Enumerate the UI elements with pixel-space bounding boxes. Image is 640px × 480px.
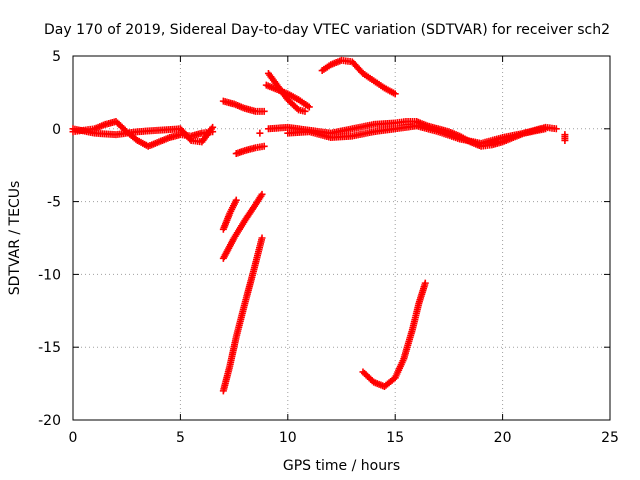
series-track-low-left [232, 142, 268, 158]
y-tick-label: -10 [38, 267, 61, 283]
y-axis-label: SDTVAR / TECUs [7, 181, 23, 296]
data-point [209, 123, 217, 131]
data-point [552, 125, 560, 133]
x-tick-label: 0 [69, 430, 78, 446]
series-track-near-zero-b [69, 123, 217, 146]
series-track-isolated [256, 129, 264, 137]
y-tick-label: 5 [52, 49, 61, 65]
data-point [301, 107, 309, 115]
x-tick-label: 20 [494, 430, 512, 446]
series-track-steep-left [219, 234, 266, 395]
x-tick-label: 15 [386, 430, 404, 446]
data-point [260, 142, 268, 150]
data-point [258, 234, 266, 242]
series-track-dip-a [219, 196, 240, 233]
chart-title: Day 170 of 2019, Sidereal Day-to-day VTE… [44, 22, 610, 38]
data-point [256, 129, 264, 137]
data-point [258, 190, 266, 198]
data-point [260, 107, 268, 115]
data-point [305, 103, 313, 111]
plot-frame [72, 55, 611, 421]
data-point [561, 136, 569, 144]
series-track-arch [318, 56, 399, 98]
series-track-end [561, 131, 569, 144]
data-point [232, 196, 240, 204]
data-point [421, 279, 429, 287]
grid-lines [73, 56, 610, 420]
series-track-high-left [219, 97, 268, 115]
data-marks [69, 56, 569, 395]
series-track-mid-zero-b [284, 122, 550, 147]
x-tick-label: 25 [601, 430, 619, 446]
x-tick-label: 5 [176, 430, 185, 446]
y-tick-label: -5 [47, 195, 61, 211]
y-tick-label: 0 [52, 122, 61, 138]
series-track-dip-b [219, 190, 266, 262]
x-axis-label: GPS time / hours [283, 458, 400, 474]
series-track-u-shape [359, 279, 429, 391]
y-tick-label: -20 [38, 413, 61, 429]
data-point [542, 125, 550, 133]
data-point [391, 90, 399, 98]
x-tick-label: 10 [279, 430, 297, 446]
axis-ticks: 0 5 10 15 20 25 -20 -15 -10 -5 0 5 [38, 49, 619, 446]
y-tick-label: -15 [38, 340, 61, 356]
series-track-rising-lower [262, 81, 313, 111]
